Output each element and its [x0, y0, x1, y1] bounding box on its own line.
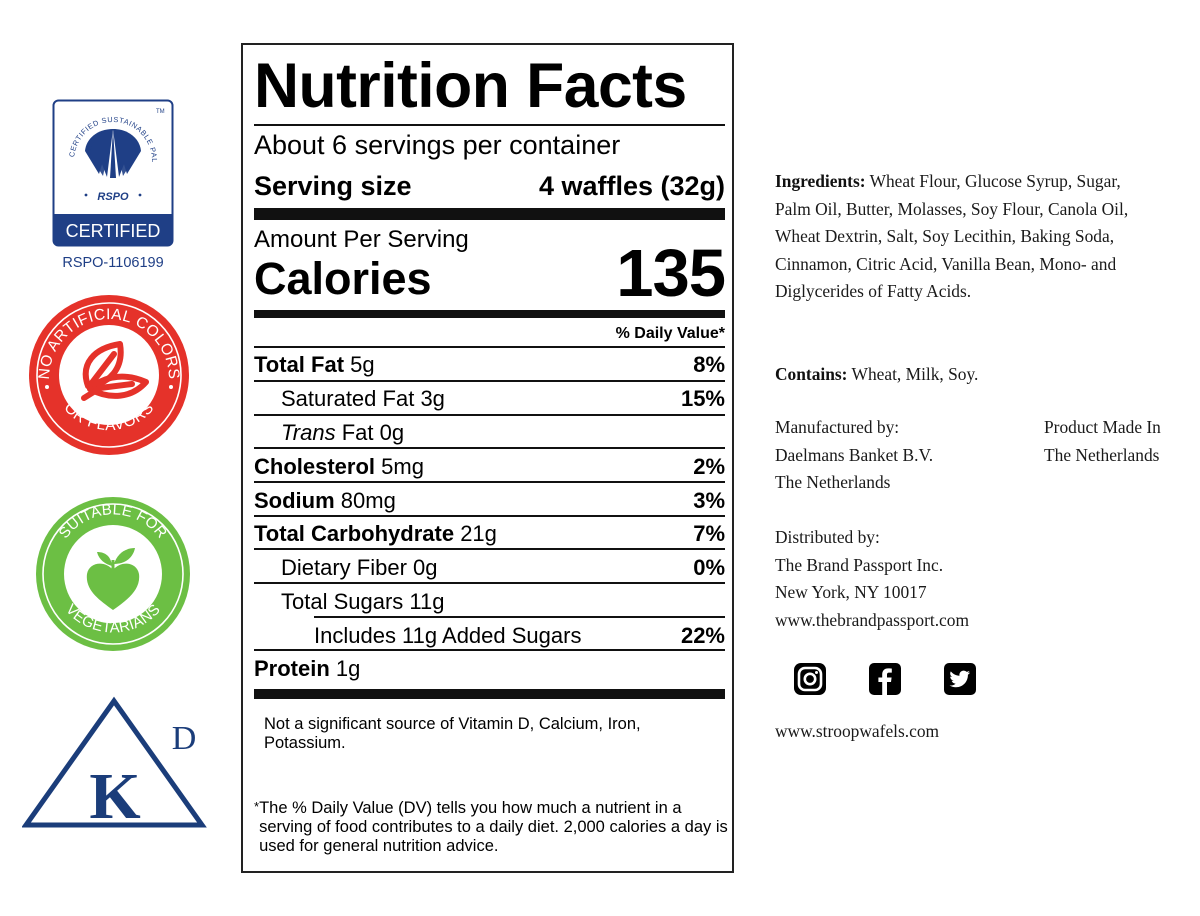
vegetarian-badge: SUITABLE FOR VEGETARIANS [36, 497, 190, 651]
nutrient-row-dietary-fiber: Dietary Fiber 0g 0% [281, 555, 725, 580]
nutrient-row-added-sugars: Includes 11g Added Sugars 22% [314, 623, 725, 648]
divider [254, 346, 725, 348]
dv-percent: 8% [693, 352, 725, 377]
divider-thick [254, 208, 725, 220]
divider [254, 649, 725, 651]
heart-sprout-icon [86, 548, 140, 610]
nutrient-row-protein: Protein 1g [254, 656, 361, 681]
divider [254, 548, 725, 550]
svg-text:D: D [172, 720, 197, 757]
origin-block: Product Made In The Netherlands [1044, 414, 1161, 469]
dv-percent: 0% [693, 555, 725, 580]
distributor-address: New York, NY 10017 [775, 582, 927, 603]
divider [254, 515, 725, 517]
svg-text:RSPO-1106199: RSPO-1106199 [62, 255, 163, 269]
servings-per-container: About 6 servings per container [254, 130, 621, 160]
daily-value-footnote: * The % Daily Value (DV) tells you how m… [254, 799, 728, 855]
svg-text:TM: TM [156, 109, 165, 115]
nutrient-row-cholesterol: Cholesterol 5mg 2% [254, 454, 725, 479]
dv-percent: 22% [680, 623, 725, 648]
distributor-name: The Brand Passport Inc. [775, 554, 944, 575]
ingredients-block: Ingredients: Wheat Flour, Glucose Syrup,… [775, 168, 1140, 306]
manufacturer-block: Manufactured by: Daelmans Banket B.V. Th… [775, 414, 933, 497]
nutrient-row-sodium: Sodium 80mg 3% [254, 488, 725, 513]
divider [254, 380, 725, 382]
serving-size-value: 4 waffles (32g) [538, 171, 725, 201]
svg-text:K: K [89, 760, 140, 833]
dv-percent: 2% [693, 454, 725, 479]
svg-text:RSPO: RSPO [97, 191, 129, 203]
facebook-icon[interactable] [868, 662, 902, 696]
origin-country: The Netherlands [1044, 444, 1160, 465]
kosher-dairy-symbol: K D [22, 696, 207, 833]
manufacturer-name: Daelmans Banket B.V. [775, 444, 934, 465]
svg-text:CERTIFIED: CERTIFIED [66, 221, 161, 241]
not-significant-note: Not a significant source of Vitamin D, C… [264, 715, 641, 752]
distributor-block: Distributed by: The Brand Passport Inc. … [775, 524, 969, 634]
divider [254, 414, 725, 416]
nutrition-title: Nutrition Facts [254, 51, 687, 121]
nutrition-facts-panel: Nutrition Facts About 6 servings per con… [241, 43, 734, 873]
contains-text: Wheat, Milk, Soy. [851, 364, 979, 384]
dv-percent: 3% [693, 488, 725, 513]
no-artificial-colors-badge: NO ARTIFICIAL COLORS OR FLAVORS [29, 295, 189, 455]
ingredients-text: Wheat Flour, Glucose Syrup, Sugar, Palm … [775, 171, 1129, 302]
divider [254, 447, 725, 449]
twitter-icon[interactable] [943, 662, 977, 696]
divider-thick [254, 689, 725, 699]
serving-size-label: Serving size [254, 171, 412, 201]
rspo-certified-badge: CERTIFIED CERTIFIED SUSTAINABLE PALM OIL… [52, 99, 174, 269]
nutrient-row-total-carbohydrate: Total Carbohydrate 21g 7% [254, 521, 725, 546]
divider-medium [254, 310, 725, 318]
divider [254, 481, 725, 483]
allergen-block: Contains: Wheat, Milk, Soy. [775, 361, 978, 389]
nutrient-row-saturated-fat: Saturated Fat 3g 15% [281, 386, 725, 411]
dv-percent: 15% [680, 386, 725, 411]
manufacturer-country: The Netherlands [775, 472, 891, 493]
divider [254, 582, 725, 584]
leaves-icon [81, 341, 149, 401]
nutrient-row-trans-fat: Trans Fat 0g [281, 420, 405, 445]
nutrient-row-total-sugars: Total Sugars 11g [281, 589, 445, 614]
calories-label: Calories [254, 253, 432, 304]
amount-per-serving: Amount Per Serving [254, 226, 469, 253]
nutrient-row-total-fat: Total Fat 5g 8% [254, 352, 725, 377]
distributor-label: Distributed by: [775, 527, 880, 547]
divider [254, 124, 725, 126]
instagram-icon[interactable] [793, 662, 827, 696]
daily-value-header: % Daily Value* [615, 325, 725, 342]
ingredients-label: Ingredients: [775, 171, 866, 191]
dv-percent: 7% [693, 521, 725, 546]
serving-size-row: Serving size 4 waffles (32g) [254, 173, 725, 200]
calories-row: Calories 135 [254, 236, 726, 311]
contains-label: Contains: [775, 364, 848, 384]
stroopwafels-website-link[interactable]: www.stroopwafels.com [775, 721, 940, 741]
calories-value: 135 [616, 236, 726, 311]
divider [314, 616, 725, 618]
manufacturer-label: Manufactured by: [775, 417, 900, 437]
origin-label: Product Made In [1044, 417, 1161, 437]
palm-icon [85, 129, 141, 178]
distributor-website-link[interactable]: www.thebrandpassport.com [775, 609, 969, 630]
